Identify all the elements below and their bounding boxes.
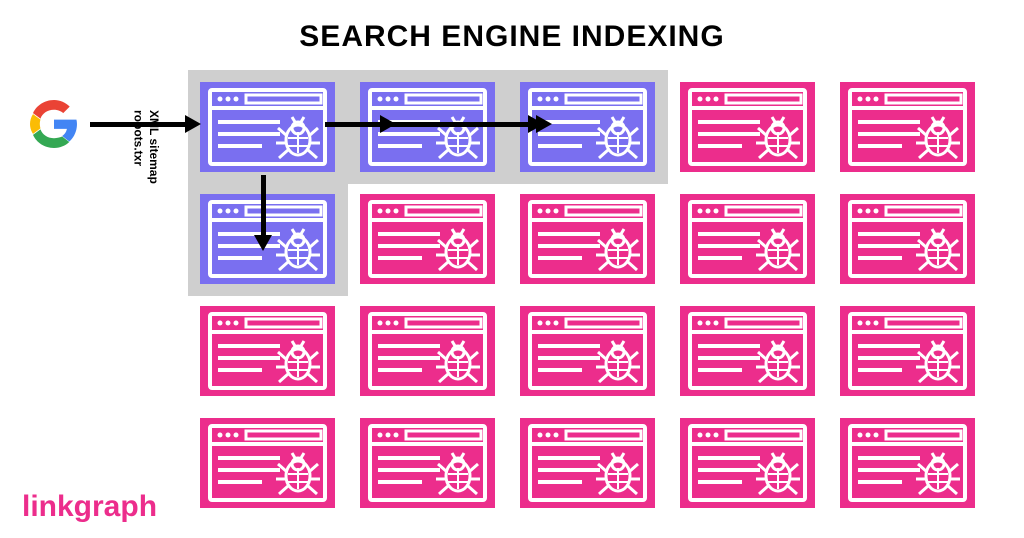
label-line: XML sitemap: [147, 110, 161, 184]
uncrawled-page-icon: [520, 418, 655, 508]
uncrawled-page-icon: [360, 194, 495, 284]
label-line: robots.txr: [132, 110, 146, 166]
uncrawled-page-icon: [360, 306, 495, 396]
uncrawled-page-icon: [360, 418, 495, 508]
arrow-head-icon: [380, 115, 396, 133]
uncrawled-page-icon: [840, 418, 975, 508]
arrow-line: [261, 175, 266, 235]
crawled-page-icon: [200, 82, 335, 172]
arrow-head-icon: [185, 115, 201, 133]
page-title: SEARCH ENGINE INDEXING: [0, 20, 1024, 54]
uncrawled-page-icon: [680, 194, 815, 284]
arrow-head-icon: [536, 115, 552, 133]
uncrawled-page-icon: [840, 194, 975, 284]
brand-logo: linkgraph: [22, 490, 157, 524]
uncrawled-page-icon: [520, 306, 655, 396]
google-logo-icon: [30, 100, 78, 148]
uncrawled-page-icon: [200, 306, 335, 396]
uncrawled-page-icon: [680, 82, 815, 172]
uncrawled-page-icon: [200, 418, 335, 508]
uncrawled-page-icon: [520, 194, 655, 284]
arrow-line: [325, 122, 528, 127]
uncrawled-page-icon: [680, 306, 815, 396]
crawler-input-label: XML sitemaprobots.txr: [130, 110, 161, 184]
uncrawled-page-icon: [680, 418, 815, 508]
arrow-head-icon: [254, 235, 272, 251]
uncrawled-page-icon: [840, 306, 975, 396]
arrow-line: [528, 122, 536, 127]
uncrawled-page-icon: [840, 82, 975, 172]
